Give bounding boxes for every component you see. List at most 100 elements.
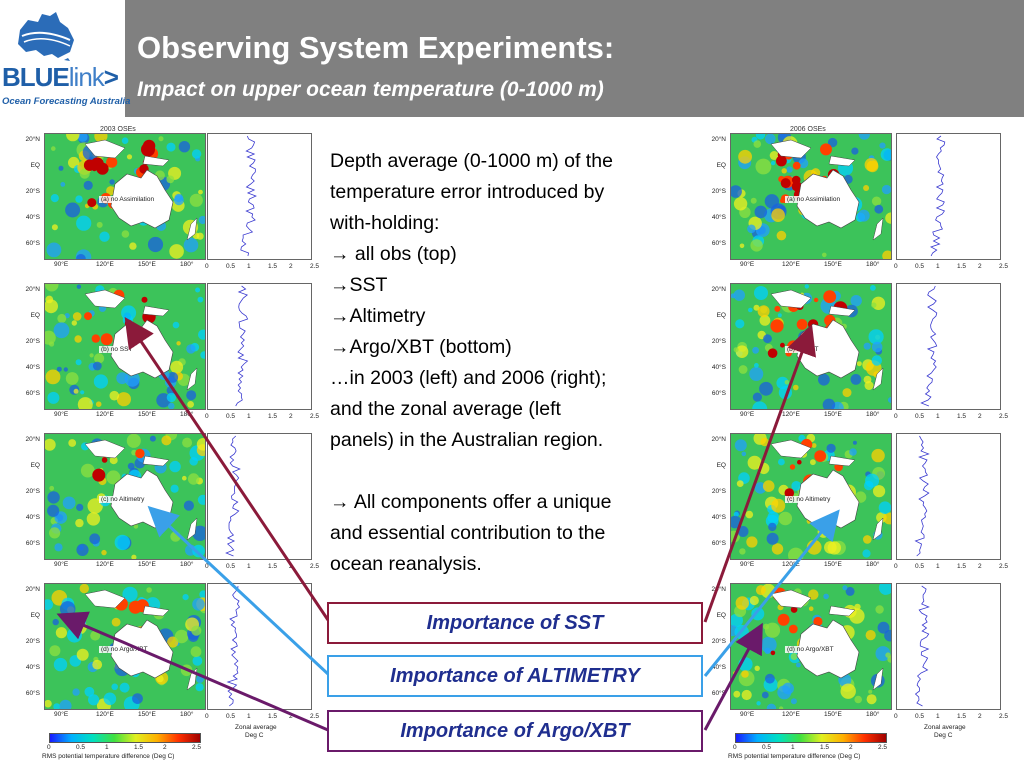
colorbar-caption: RMS potential temperature difference (De… [42,753,175,760]
zonal-tick-label: 1.5 [268,263,278,270]
zonal-tick-label: 0 [205,713,209,720]
lon-tick-label: 150°E [824,411,842,418]
lon-tick-label: 90°E [740,711,755,718]
logo-tagline: Ocean Forecasting Australia [2,96,131,107]
zonal-tick-label: 1 [247,563,251,570]
lon-tick-label: 180° [180,561,194,568]
logo-word-link: link [68,62,105,92]
lat-tick-label: 60°S [25,540,40,547]
colorbar-tick-label: 2 [849,744,853,751]
zonal-tick-label: 2 [289,263,293,270]
zonal-tick-label: 0.5 [915,263,925,270]
zonal-average-plot [207,583,312,710]
zonal-average-plot [896,583,1001,710]
description-text: Depth average (0-1000 m) of the temperat… [330,146,710,580]
zonal-average-plot [896,283,1001,410]
lat-tick-label: 60°S [711,540,726,547]
map-panel-label: (c) no Altimetry [99,496,147,503]
lat-tick-label: 20°S [711,188,726,195]
logo-word-blue: BLUE [2,62,70,92]
lat-tick-label: EQ [716,462,726,469]
zonal-average-plot [207,433,312,560]
lon-tick-label: 180° [866,411,880,418]
zonal-tick-label: 2 [978,413,982,420]
zonal-tick-label: 0 [205,563,209,570]
zonal-tick-label: 2 [289,563,293,570]
logo-wordmark: BLUElink> [2,62,119,93]
lat-tick-label: 40°S [711,664,726,671]
lat-tick-label: 60°S [711,240,726,247]
lat-tick-label: 20°S [711,338,726,345]
lat-tick-label: EQ [30,162,40,169]
colorbar-tick-label: 2 [163,744,167,751]
zonal-tick-label: 2.5 [310,413,320,420]
lat-tick-label: EQ [716,612,726,619]
lon-tick-label: 150°E [824,261,842,268]
map-panel-label: (d) no Argo/XBT [99,646,150,653]
lon-tick-label: 90°E [54,261,69,268]
importance-altimetry-box: Importance of ALTIMETRY [327,655,703,697]
zonal-tick-label: 0 [894,263,898,270]
lon-tick-label: 180° [180,711,194,718]
lat-tick-label: 60°S [711,690,726,697]
temperature-error-map: (c) no Altimetry [44,433,206,560]
zonal-tick-label: 2 [978,713,982,720]
lat-tick-label: 60°S [25,390,40,397]
lon-tick-label: 150°E [824,711,842,718]
zonal-unit-caption: Deg C [934,732,953,739]
lat-tick-label: 60°S [25,240,40,247]
lat-tick-label: 20°S [25,488,40,495]
lon-tick-label: 90°E [54,411,69,418]
desc-line: →SST [330,274,388,296]
logo-word-arrow: > [103,62,119,92]
desc-line: with-holding: [330,212,440,234]
lon-tick-label: 150°E [138,711,156,718]
zonal-tick-label: 2.5 [310,263,320,270]
zonal-tick-label: 2 [289,413,293,420]
desc-line [330,456,710,487]
lat-tick-label: 20°N [711,586,726,593]
map-panel-label: (a) no Assimilation [785,196,843,203]
desc-line: → all obs (top) [330,243,457,265]
lon-tick-label: 120°E [782,711,800,718]
lon-tick-label: 120°E [96,561,114,568]
lon-tick-label: 120°E [96,711,114,718]
map-panel-label: (b) no SST [785,346,821,353]
zonal-tick-label: 1 [247,713,251,720]
temperature-error-map: (d) no Argo/XBT [44,583,206,710]
zonal-tick-label: 1.5 [957,713,967,720]
importance-argo-box: Importance of Argo/XBT [327,710,703,752]
zonal-tick-label: 1.5 [268,713,278,720]
importance-sst-box: Importance of SST [327,602,703,644]
lat-tick-label: EQ [30,312,40,319]
lat-tick-label: 20°N [711,436,726,443]
lat-tick-label: 20°N [711,286,726,293]
desc-line: →Argo/XBT (bottom) [330,336,512,358]
lat-tick-label: 60°S [711,390,726,397]
lon-tick-label: 180° [866,561,880,568]
zonal-tick-label: 0.5 [226,713,236,720]
zonal-tick-label: 0.5 [915,563,925,570]
zonal-tick-label: 0 [894,713,898,720]
desc-line: Depth average (0-1000 m) of the [330,150,613,172]
zonal-tick-label: 2.5 [310,563,320,570]
zonal-tick-label: 1 [936,563,940,570]
zonal-tick-label: 1.5 [268,413,278,420]
colorbar-tick-label: 1 [791,744,795,751]
temperature-error-map: (c) no Altimetry [730,433,892,560]
lon-tick-label: 120°E [782,261,800,268]
desc-line: →Altimetry [330,305,426,327]
zonal-tick-label: 1 [936,413,940,420]
lon-tick-label: 150°E [824,561,842,568]
desc-line: ocean reanalysis. [330,553,482,575]
lon-tick-label: 120°E [782,561,800,568]
lat-tick-label: 40°S [25,364,40,371]
lon-tick-label: 120°E [96,261,114,268]
lat-tick-label: 20°S [711,488,726,495]
zonal-average-plot [896,433,1001,560]
zonal-tick-label: 1 [936,263,940,270]
lat-tick-label: 40°S [25,214,40,221]
lat-tick-label: 40°S [711,514,726,521]
temperature-error-map: (b) no SST [44,283,206,410]
zonal-average-plot [207,133,312,260]
